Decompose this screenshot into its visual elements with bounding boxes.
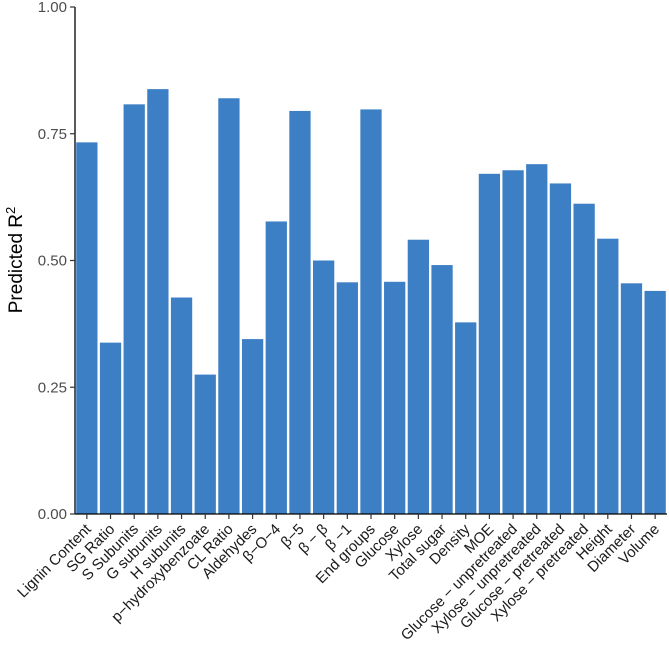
bar-1 [99,342,122,514]
bar-24 [644,290,666,514]
bar-0 [76,142,98,514]
bar-20 [549,183,572,514]
y-tick-label-1: 0.25 [38,379,67,396]
bar-7 [241,339,264,514]
bar-4 [170,297,193,514]
bars-group [76,89,666,515]
bar-8 [265,221,287,514]
bar-23 [620,283,643,514]
bar-14 [407,239,429,514]
bar-18 [502,170,524,514]
bar-10 [313,260,335,514]
bar-16 [455,322,477,514]
y-tick-label-4: 1.00 [38,0,67,16]
bar-17 [478,173,501,515]
bar-21 [573,203,595,514]
bar-9 [289,110,311,514]
bar-11 [336,282,358,514]
bar-22 [597,238,619,514]
bar-15 [431,265,453,514]
bar-6 [218,98,240,514]
y-tick-label-0: 0.00 [38,506,67,523]
y-tick-label-2: 0.50 [38,253,67,270]
bar-5 [194,374,216,514]
bar-3 [147,89,169,514]
bar-13 [384,281,406,514]
bar-19 [526,164,548,515]
y-axis-title: Predicted R2 [3,207,27,314]
y-tick-label-3: 0.75 [38,126,67,143]
bar-12 [360,109,382,514]
bar-2 [123,104,145,515]
y-ticks-group: 0.00 0.25 0.50 0.75 1.00 [38,0,75,523]
